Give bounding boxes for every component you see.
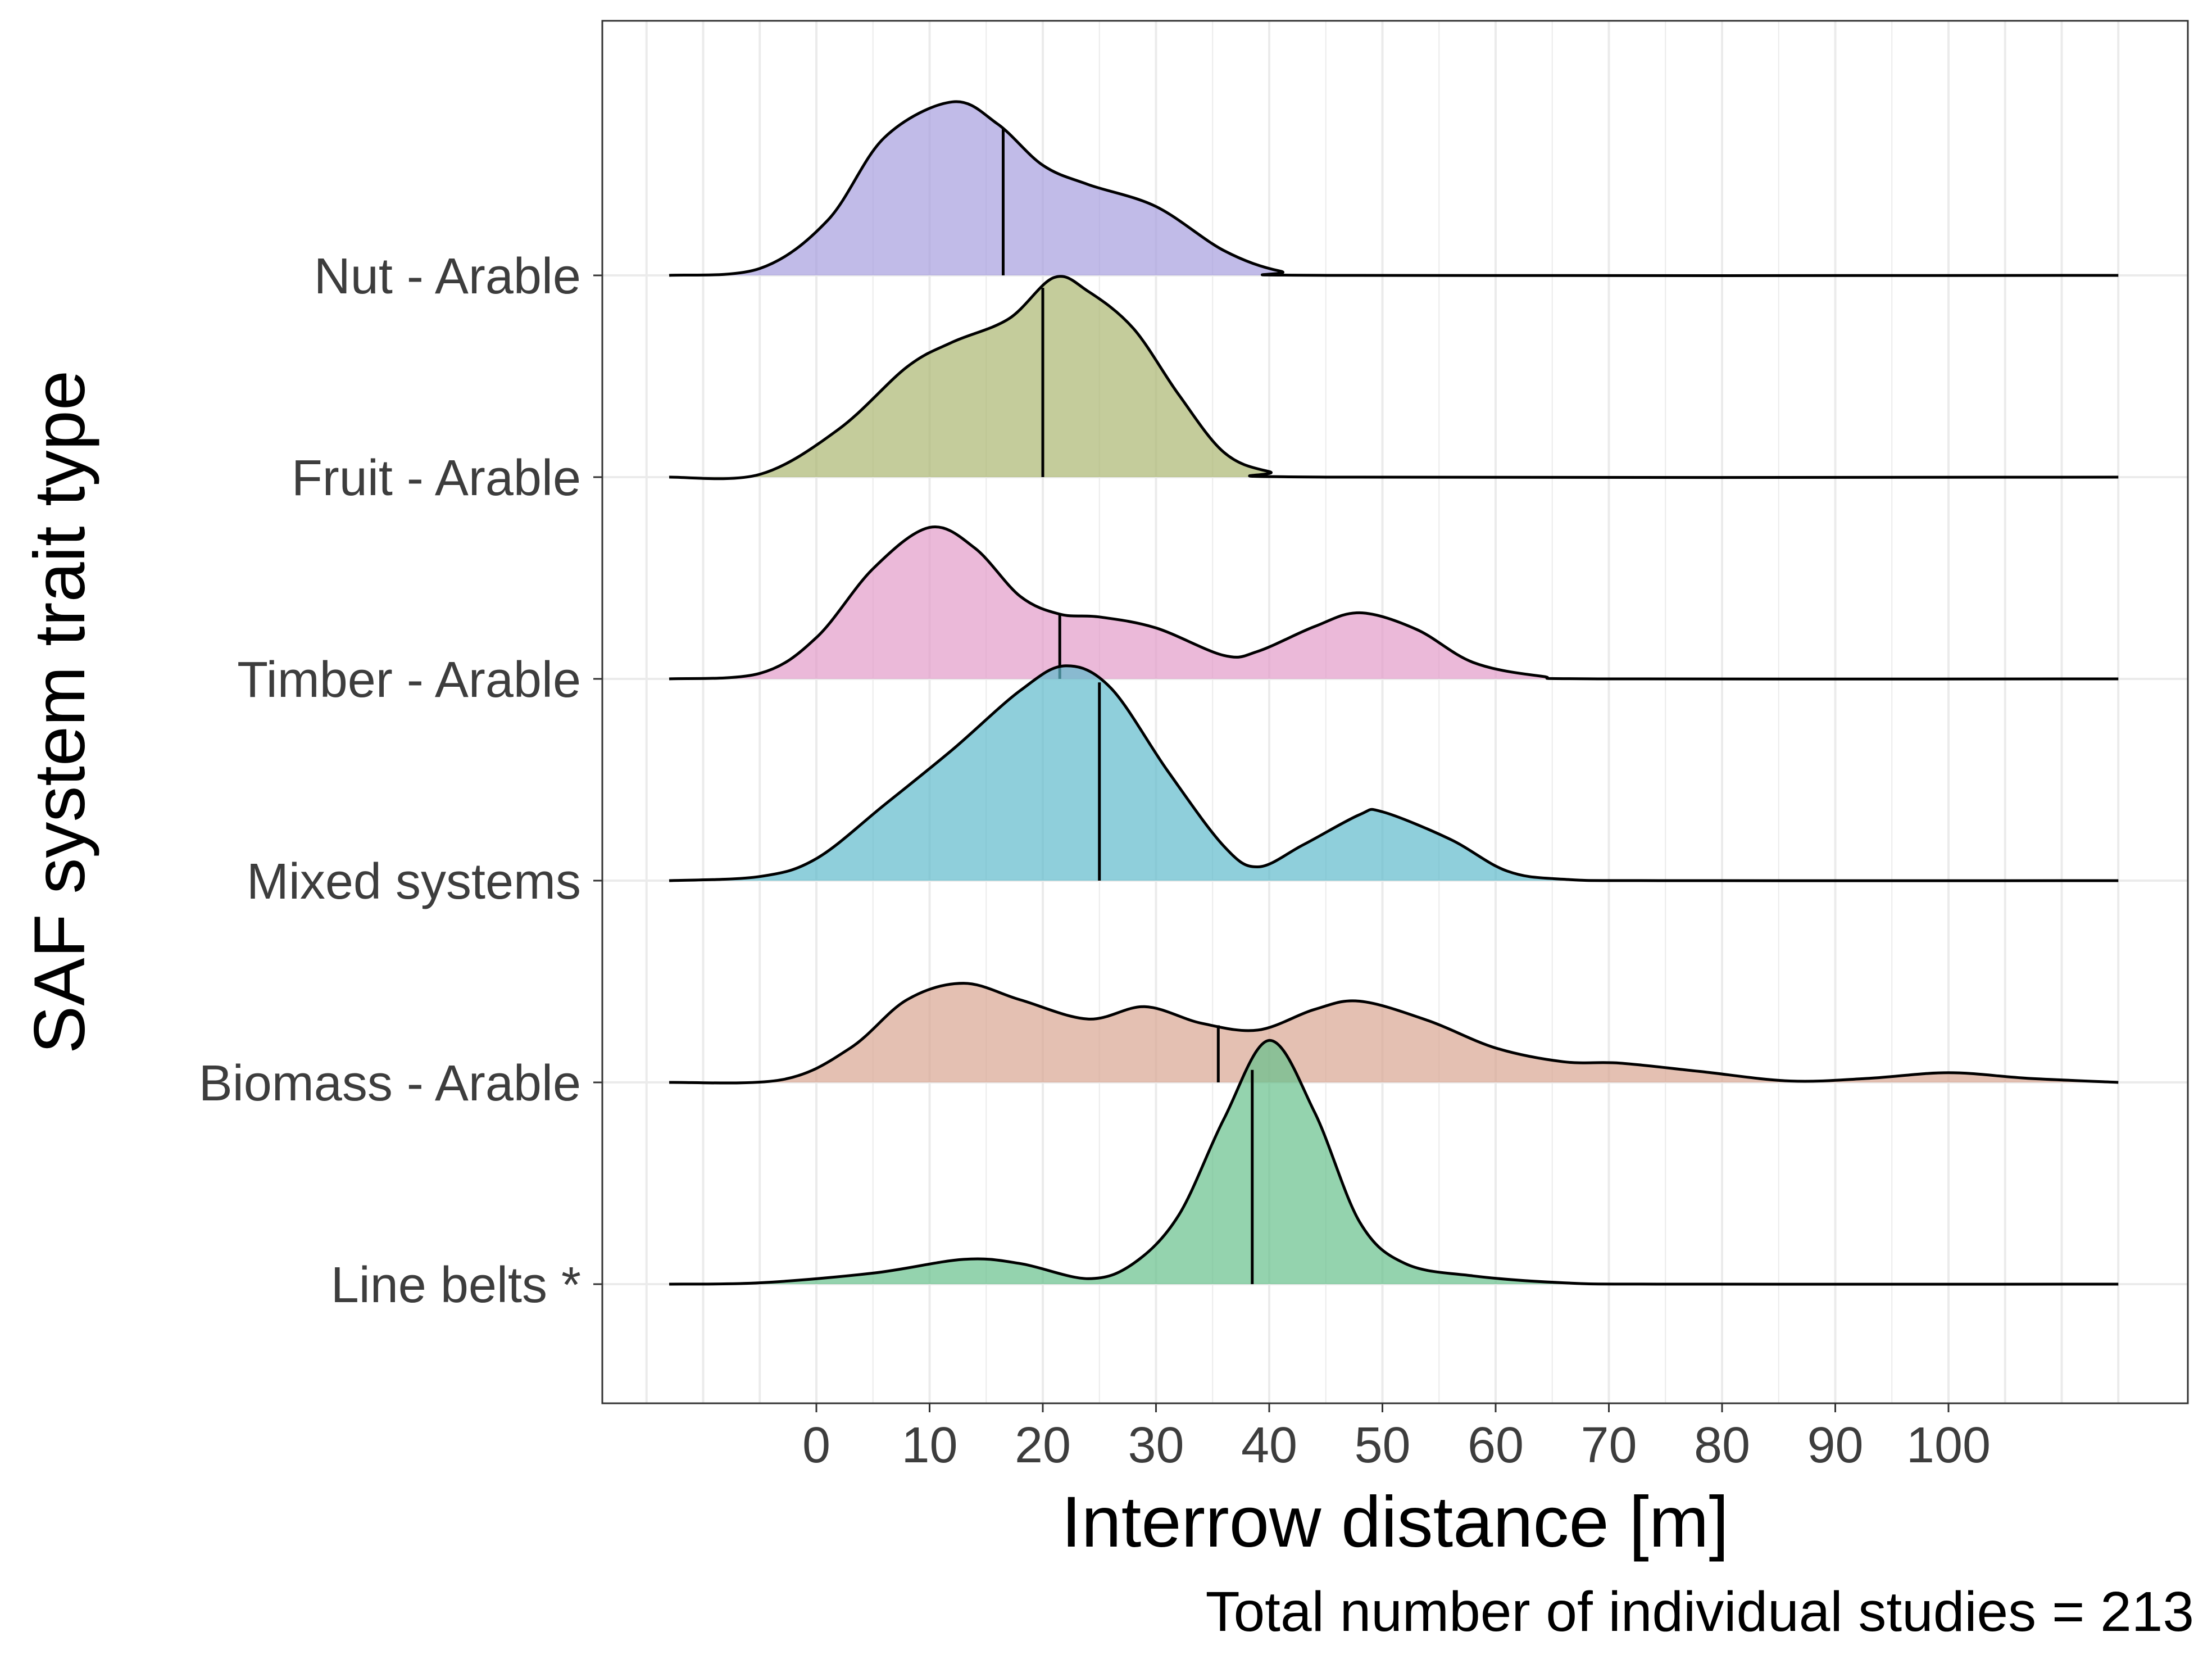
density-ridges <box>669 100 2119 1286</box>
y-tick-label: Biomass - Arable <box>199 1055 581 1112</box>
ridge-fill <box>669 101 2119 276</box>
x-tick-label: 80 <box>1694 1417 1750 1474</box>
ridge-mixed-systems <box>669 664 2119 882</box>
y-tick-label: Fruit - Arable <box>292 450 581 506</box>
panel-border <box>601 20 2189 1404</box>
x-tick-label: 100 <box>1906 1417 1991 1474</box>
ridge-outline <box>669 664 2119 882</box>
x-tick-label: 90 <box>1807 1417 1863 1474</box>
x-tick-label: 50 <box>1354 1417 1410 1474</box>
ridge-outline <box>669 1039 2119 1286</box>
x-tick-label: 70 <box>1580 1417 1637 1474</box>
ridge-nut-arable <box>669 100 2119 278</box>
ridge-fill <box>669 983 2119 1084</box>
ridge-fruit-arable <box>669 275 2119 481</box>
chart-caption: Total number of individual studies = 213 <box>1206 1580 2194 1643</box>
ridge-biomass-arable <box>669 982 2119 1085</box>
x-tick-label: 10 <box>901 1417 957 1474</box>
y-axis-title: SAF system trait type <box>20 370 100 1054</box>
x-tick-label: 40 <box>1241 1417 1297 1474</box>
ridge-fill <box>669 276 2119 479</box>
x-axis-title: Interrow distance [m] <box>1061 1482 1729 1562</box>
y-tick-label: Line belts * <box>331 1257 581 1313</box>
ridge-line-belts <box>669 1039 2119 1286</box>
x-axis-ticks: 0 10 20 30 40 50 60 70 80 90 100 <box>802 1403 1991 1474</box>
y-tick-label: Mixed systems <box>247 854 581 910</box>
ridge-outline <box>669 982 2119 1085</box>
y-tick-label: Nut - Arable <box>314 248 581 305</box>
y-axis-ticks: Line belts * Biomass - Arable Mixed system… <box>199 248 602 1313</box>
ridge-outline <box>669 525 2119 681</box>
x-tick-label: 30 <box>1128 1417 1184 1474</box>
ridge-outline <box>669 100 2119 278</box>
ridge-fill <box>669 665 2119 881</box>
y-tick-label: Timber - Arable <box>237 652 581 708</box>
x-tick-label: 60 <box>1468 1417 1524 1474</box>
ridge-fill <box>669 527 2119 679</box>
ridge-outline <box>669 275 2119 481</box>
x-tick-label: 20 <box>1015 1417 1071 1474</box>
x-tick-label: 0 <box>802 1417 830 1474</box>
